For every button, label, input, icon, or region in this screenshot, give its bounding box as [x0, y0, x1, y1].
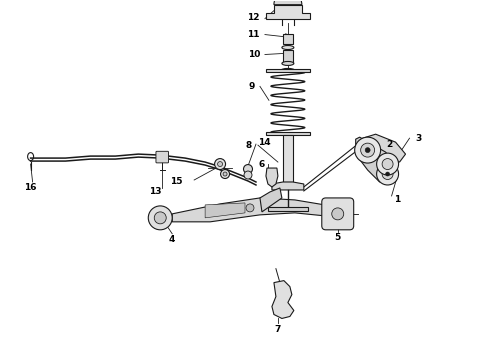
Circle shape	[332, 208, 343, 220]
Circle shape	[218, 162, 222, 167]
Circle shape	[244, 165, 252, 174]
Polygon shape	[266, 69, 310, 72]
Polygon shape	[283, 50, 293, 63]
Polygon shape	[268, 207, 308, 211]
Polygon shape	[266, 5, 310, 19]
Text: 12: 12	[247, 13, 260, 22]
Text: 7: 7	[275, 325, 281, 334]
Polygon shape	[266, 132, 310, 135]
Circle shape	[355, 137, 381, 163]
Text: 14: 14	[258, 138, 270, 147]
Polygon shape	[172, 198, 325, 222]
Ellipse shape	[281, 68, 295, 72]
FancyBboxPatch shape	[322, 198, 354, 230]
Wedge shape	[274, 0, 302, 5]
Polygon shape	[266, 168, 278, 187]
Ellipse shape	[282, 62, 294, 66]
Polygon shape	[272, 280, 294, 319]
Text: 2: 2	[387, 176, 392, 185]
Text: 5: 5	[335, 233, 341, 242]
Text: 10: 10	[247, 50, 260, 59]
Circle shape	[365, 148, 370, 153]
Polygon shape	[205, 203, 245, 218]
Circle shape	[382, 168, 393, 180]
Circle shape	[220, 170, 229, 179]
Circle shape	[377, 153, 398, 175]
Circle shape	[148, 206, 172, 230]
Text: 6: 6	[259, 159, 265, 168]
Text: 4: 4	[169, 235, 175, 244]
Circle shape	[382, 159, 393, 170]
Text: 13: 13	[149, 188, 162, 197]
Polygon shape	[283, 33, 293, 44]
Text: 8: 8	[245, 141, 252, 150]
Ellipse shape	[282, 45, 294, 50]
FancyBboxPatch shape	[156, 151, 169, 163]
Text: 9: 9	[248, 82, 255, 91]
Circle shape	[215, 159, 225, 170]
Circle shape	[223, 172, 227, 176]
Circle shape	[386, 172, 390, 176]
Polygon shape	[260, 188, 282, 212]
Text: 2: 2	[387, 140, 392, 149]
Text: 11: 11	[247, 30, 260, 39]
Text: 15: 15	[170, 177, 182, 186]
Circle shape	[154, 212, 166, 224]
Circle shape	[377, 163, 398, 185]
Circle shape	[361, 143, 375, 157]
Circle shape	[246, 204, 254, 212]
Polygon shape	[283, 135, 293, 182]
Polygon shape	[272, 182, 304, 190]
Text: 3: 3	[416, 134, 422, 143]
Text: 1: 1	[394, 195, 401, 204]
Circle shape	[244, 171, 252, 179]
Text: 16: 16	[24, 184, 37, 193]
Polygon shape	[356, 137, 395, 182]
Polygon shape	[360, 134, 406, 162]
